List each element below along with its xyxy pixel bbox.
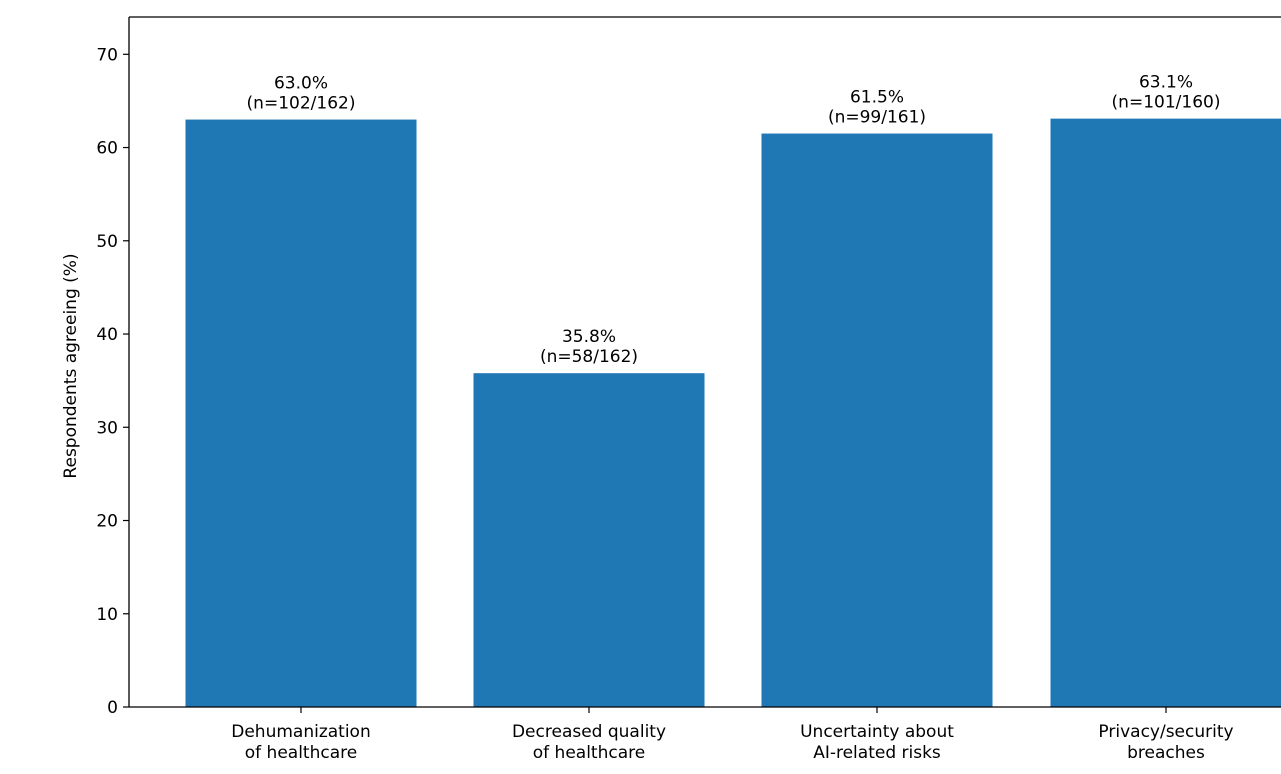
x-tick-label-4: Privacy/security breaches xyxy=(1098,722,1233,763)
bar-3 xyxy=(761,133,993,707)
data-label-4: 63.1% (n=101/160) xyxy=(1112,73,1221,113)
y-tick-label-60: 60 xyxy=(96,139,118,159)
data-label-2: 35.8% (n=58/162) xyxy=(540,327,638,367)
bar-2 xyxy=(473,373,705,707)
axes-layer: 0 10 20 30 40 50 60 70 xyxy=(96,16,1281,718)
y-tick-label-30: 30 xyxy=(96,418,118,438)
bars-layer xyxy=(185,118,1281,707)
data-label-1: 63.0% (n=102/162) xyxy=(247,74,356,114)
data-label-3: 61.5% (n=99/161) xyxy=(828,88,926,128)
labels-layer: Dehumanization of healthcare Decreased qua… xyxy=(231,73,1233,763)
y-axis-label: Respondents agreeing (%) xyxy=(61,253,81,478)
bar-1 xyxy=(185,119,417,707)
y-tick-label-10: 10 xyxy=(96,605,118,625)
y-tick-label-70: 70 xyxy=(96,45,118,65)
x-tick-label-3: Uncertainty about AI-related risks xyxy=(800,722,954,763)
y-tick-label-20: 20 xyxy=(96,512,118,532)
x-tick-label-2: Decreased quality of healthcare xyxy=(512,722,666,763)
bar-4 xyxy=(1050,118,1281,707)
y-tick-label-50: 50 xyxy=(96,232,118,252)
y-tick-label-0: 0 xyxy=(107,698,118,718)
y-tick-label-40: 40 xyxy=(96,325,118,345)
x-tick-label-1: Dehumanization of healthcare xyxy=(231,722,370,763)
